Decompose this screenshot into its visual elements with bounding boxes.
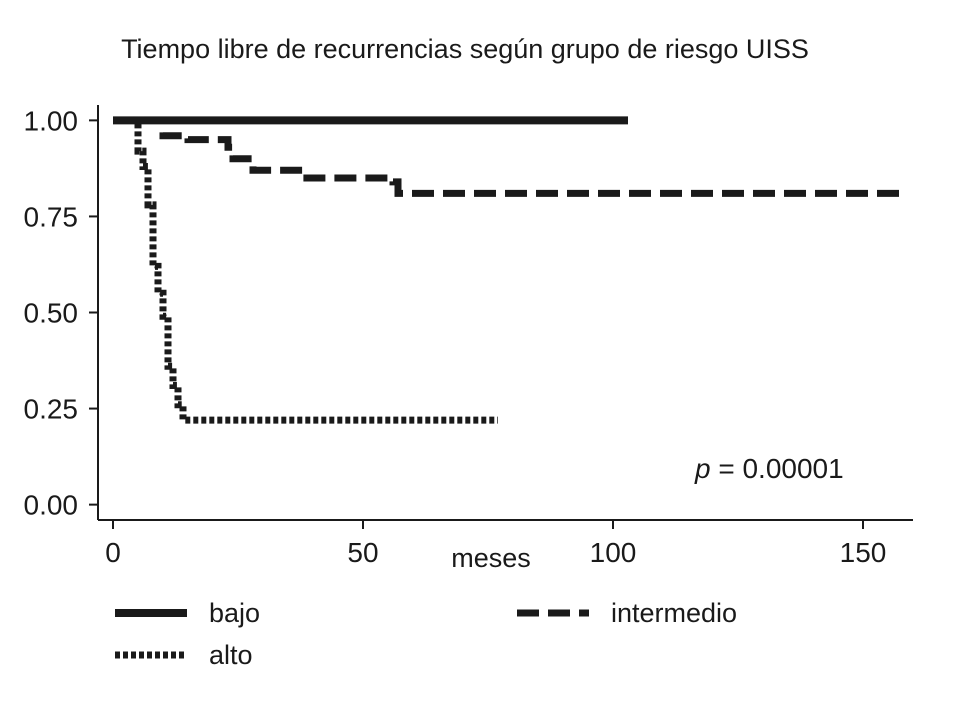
y-tick-label: 0.75 <box>24 201 79 232</box>
y-tick-label: 0.50 <box>24 298 79 329</box>
p-value-text: = 0.00001 <box>711 453 844 484</box>
series-line-alto <box>133 116 498 424</box>
axes: 0.00 0.25 0.50 0.75 1.00 0 50 100 150 <box>24 105 913 568</box>
legend-label-bajo: bajo <box>209 598 260 628</box>
survival-lines <box>113 116 903 424</box>
x-tick-label: 150 <box>840 537 887 568</box>
y-tick-label: 1.00 <box>24 105 79 136</box>
series-line-intermedio <box>113 116 903 197</box>
x-tick-label: 100 <box>590 537 637 568</box>
y-tick-label: 0.00 <box>24 490 79 521</box>
legend-label-alto: alto <box>209 640 253 670</box>
p-value-symbol: p <box>694 453 711 484</box>
x-tick-label: 0 <box>105 537 121 568</box>
p-value-annotation: p = 0.00001 <box>694 453 844 484</box>
chart-title: Tiempo libre de recurrencias según grupo… <box>121 34 809 64</box>
y-tick-label: 0.25 <box>24 394 79 425</box>
x-axis-label: meses <box>451 543 531 573</box>
legend-label-intermedio: intermedio <box>611 598 737 628</box>
x-tick-label: 50 <box>347 537 378 568</box>
legend: bajo intermedio alto <box>115 598 737 670</box>
